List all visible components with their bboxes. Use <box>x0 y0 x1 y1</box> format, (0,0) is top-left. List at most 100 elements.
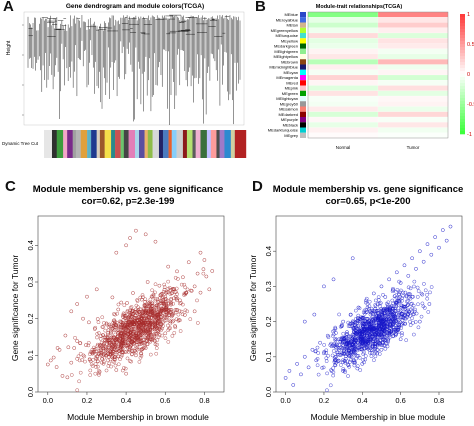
scatter-point <box>387 314 391 319</box>
scatter-point <box>132 317 137 322</box>
scatter-point <box>113 357 117 362</box>
scatter-point <box>119 350 124 355</box>
scatter-point <box>99 334 103 338</box>
scatter-point <box>444 238 449 243</box>
scatter-point <box>143 299 147 304</box>
scatter-point <box>316 372 321 377</box>
scatter-point <box>159 301 164 306</box>
scatter-point <box>154 316 159 320</box>
scatter-point <box>321 365 326 370</box>
scatter-point <box>339 337 344 341</box>
scatter-point <box>115 337 120 342</box>
scatter-point <box>412 284 416 289</box>
colorbar-tick-label: -0.5 <box>467 102 474 108</box>
scatter-point <box>406 285 411 290</box>
scatter-point <box>348 312 353 317</box>
scatter-point <box>170 312 174 316</box>
scatter-point <box>398 290 402 295</box>
scatter-point <box>337 312 341 317</box>
scatter-point <box>374 316 379 320</box>
scatter-point <box>162 285 167 289</box>
scatter-point <box>355 364 360 368</box>
scatter-point <box>287 369 292 373</box>
x-tick-label: 0.8 <box>434 396 444 405</box>
scatter-point <box>173 275 178 280</box>
scatter-point <box>146 304 151 308</box>
scatter-point <box>437 245 441 250</box>
scatter-point <box>376 332 381 337</box>
scatter-point <box>391 286 395 291</box>
scatter-point <box>417 319 422 324</box>
scatter-point <box>335 350 339 355</box>
scatter-point <box>132 337 137 342</box>
scatter-point <box>135 343 139 347</box>
scatter-point <box>376 298 381 302</box>
heatmap-cell <box>377 32 449 39</box>
scatter-point <box>179 282 184 287</box>
dendrogram-yaxis <box>22 24 24 116</box>
scatter-point <box>133 315 137 320</box>
scatter-point <box>372 358 376 363</box>
module-color-swatch <box>192 130 196 158</box>
colorbar-step <box>460 89 465 93</box>
colorbar-step <box>460 59 465 63</box>
scatter-point <box>171 301 175 306</box>
scatter-point <box>171 318 176 323</box>
scatter-point <box>367 325 371 330</box>
scatter-point <box>119 344 123 348</box>
dendrogram-tree <box>23 11 245 126</box>
scatter-point <box>138 342 143 346</box>
scatter-point <box>324 356 329 360</box>
scatter-point <box>161 311 166 315</box>
scatter-point <box>189 288 194 293</box>
heatmap-module-swatch <box>300 54 306 60</box>
scatter-point <box>412 332 416 337</box>
scatter-point <box>152 338 157 343</box>
scatter-point <box>157 299 161 304</box>
scatter-point <box>173 310 178 315</box>
scatter-point <box>106 364 111 368</box>
scatter-point <box>394 295 399 300</box>
scatter-point <box>313 349 318 353</box>
scatter-point <box>333 326 338 331</box>
scatter-point <box>139 353 144 358</box>
scatter-point <box>401 294 405 298</box>
scatter-point <box>166 323 170 328</box>
heatmap-cell <box>307 59 379 65</box>
scatter-point <box>101 348 106 353</box>
scatter-point <box>331 349 336 353</box>
scatter-point <box>78 370 83 375</box>
scatter-point <box>399 303 404 308</box>
scatter-point <box>416 325 421 330</box>
scatter-point <box>69 360 74 365</box>
scatter-point <box>170 287 175 292</box>
scatter-point <box>154 351 159 356</box>
scatter-point <box>382 306 387 311</box>
scatter-point <box>416 289 421 293</box>
module-color-swatch <box>87 130 92 158</box>
scatter-point <box>207 287 212 292</box>
scatter-point <box>367 299 372 304</box>
scatter-point <box>121 318 126 322</box>
heatmap-title: Module-trait relationships(TCGA) <box>316 4 403 10</box>
heatmap-module-label: MEmidnightblue <box>269 65 298 70</box>
scatter-point <box>398 337 403 342</box>
scatter-point <box>342 368 347 373</box>
heatmap-cell <box>307 43 379 49</box>
scatter-point <box>134 228 138 233</box>
scatter-point <box>404 316 408 321</box>
scatter-point <box>152 325 157 330</box>
scatter-point <box>352 340 356 344</box>
scatter-point <box>128 236 132 240</box>
scatter-point <box>128 340 133 344</box>
scatter-blue-ylabel: Gene significance for Tumor <box>248 255 258 361</box>
scatter-point <box>353 332 358 337</box>
scatter-point <box>396 330 401 334</box>
heatmap-cell <box>377 48 449 55</box>
scatter-point <box>95 354 99 359</box>
scatter-point <box>368 346 373 351</box>
scatter-point <box>364 339 368 344</box>
scatter-point <box>340 343 345 347</box>
heatmap-cell <box>377 127 449 133</box>
x-tick-label: 0.6 <box>160 396 170 405</box>
